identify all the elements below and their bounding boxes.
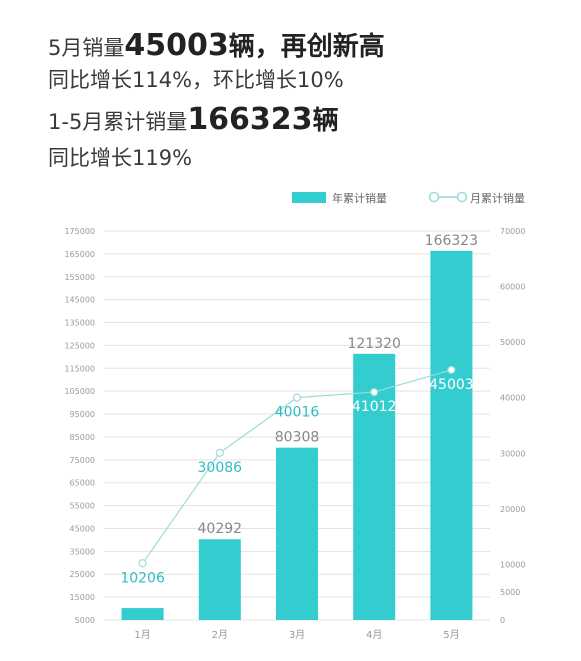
line-label: 41012 [352, 399, 397, 415]
headline-cumulative-growth: 同比增长119% [48, 146, 193, 170]
line-series [138, 365, 456, 568]
line-labels: 10206 30086 40016 41012 45003 [120, 377, 473, 586]
left-tick-label: 35000 [70, 547, 95, 556]
bar-labels: 40292 80308 121320 166323 [198, 233, 479, 537]
left-tick-label: 55000 [70, 502, 95, 511]
left-tick-label: 85000 [70, 433, 95, 442]
left-tick-label: 45000 [70, 524, 95, 533]
bar-label: 80308 [275, 430, 320, 446]
x-tick-label: 5月 [443, 629, 459, 641]
right-tick-label: 5000 [500, 588, 520, 597]
left-tick-label: 135000 [64, 319, 95, 328]
x-tick-label: 4月 [366, 629, 382, 641]
bar-series [121, 250, 473, 620]
bar [198, 539, 241, 620]
right-tick-label: 50000 [500, 338, 525, 347]
left-tick-label: 145000 [64, 296, 95, 305]
headline-3-prefix: 1-5月累计销量 [48, 110, 188, 134]
line-label: 30086 [198, 460, 243, 476]
left-tick-label: 65000 [70, 479, 95, 488]
x-tick-label: 2月 [212, 629, 228, 641]
legend-marker-left [428, 191, 440, 203]
left-tick-label: 5000 [75, 616, 95, 625]
left-tick-label: 105000 [64, 387, 95, 396]
legend-swatch-bar [292, 192, 326, 203]
right-tick-label: 60000 [500, 283, 525, 292]
headline-3-number: 166323 [187, 102, 313, 137]
left-tick-label: 115000 [64, 364, 95, 373]
right-tick-label: 20000 [500, 505, 525, 514]
right-tick-label: 0 [500, 616, 505, 625]
left-tick-label: 95000 [70, 410, 95, 419]
left-tick-label: 165000 [64, 250, 95, 259]
legend-marker-right [456, 191, 468, 203]
headline-1-prefix: 5月销量 [48, 36, 125, 60]
bar [121, 608, 164, 620]
left-tick-label: 25000 [70, 570, 95, 579]
line-point [138, 559, 147, 568]
left-tick-label: 155000 [64, 273, 95, 282]
headline-cumulative-sales: 1-5月累计销量166323辆 [48, 100, 339, 137]
x-tick-label: 1月 [134, 629, 150, 641]
legend: 年累计销量 月累计销量 [292, 191, 525, 205]
left-tick-label: 175000 [64, 227, 95, 236]
line-point [447, 365, 456, 375]
right-axis-ticks: 0 5000 10000 20000 30000 40000 50000 60000 70000 [500, 227, 525, 625]
line-label: 40016 [275, 405, 320, 421]
line-point [215, 448, 224, 457]
left-tick-label: 15000 [70, 593, 95, 602]
right-tick-label: 30000 [500, 449, 525, 458]
bar-label: 121320 [347, 336, 400, 352]
left-tick-label: 75000 [70, 456, 95, 465]
bar-label: 166323 [425, 233, 478, 249]
x-axis-ticks: 1月 2月 3月 4月 5月 [134, 629, 459, 641]
headline-3-unit: 辆 [312, 106, 339, 136]
headline-monthly-sales: 5月销量45003辆，再创新高 [48, 26, 385, 63]
bar [430, 250, 473, 620]
bar-label: 40292 [198, 521, 243, 537]
right-tick-label: 40000 [500, 394, 525, 403]
line-label: 45003 [429, 377, 474, 393]
line-label: 10206 [120, 570, 165, 586]
right-tick-label: 70000 [500, 227, 525, 236]
x-tick-label: 3月 [289, 629, 305, 641]
right-tick-label: 10000 [500, 560, 525, 569]
bar [276, 447, 318, 620]
legend-label-bar: 年累计销量 [332, 191, 387, 205]
line-point [292, 393, 302, 402]
headline-1-number: 45003 [124, 28, 229, 63]
headline-monthly-growth: 同比增长114%，环比增长10% [48, 68, 344, 92]
bar [353, 353, 396, 620]
legend-label-line: 月累计销量 [470, 191, 525, 205]
headline-1-suffix: ，再创新高 [254, 32, 385, 62]
line-point [370, 387, 379, 397]
headline-1-unit: 辆 [228, 32, 255, 62]
left-tick-label: 125000 [64, 341, 95, 350]
left-axis-ticks: 5000 15000 25000 35000 45000 55000 65000 75000 8… [64, 227, 95, 625]
